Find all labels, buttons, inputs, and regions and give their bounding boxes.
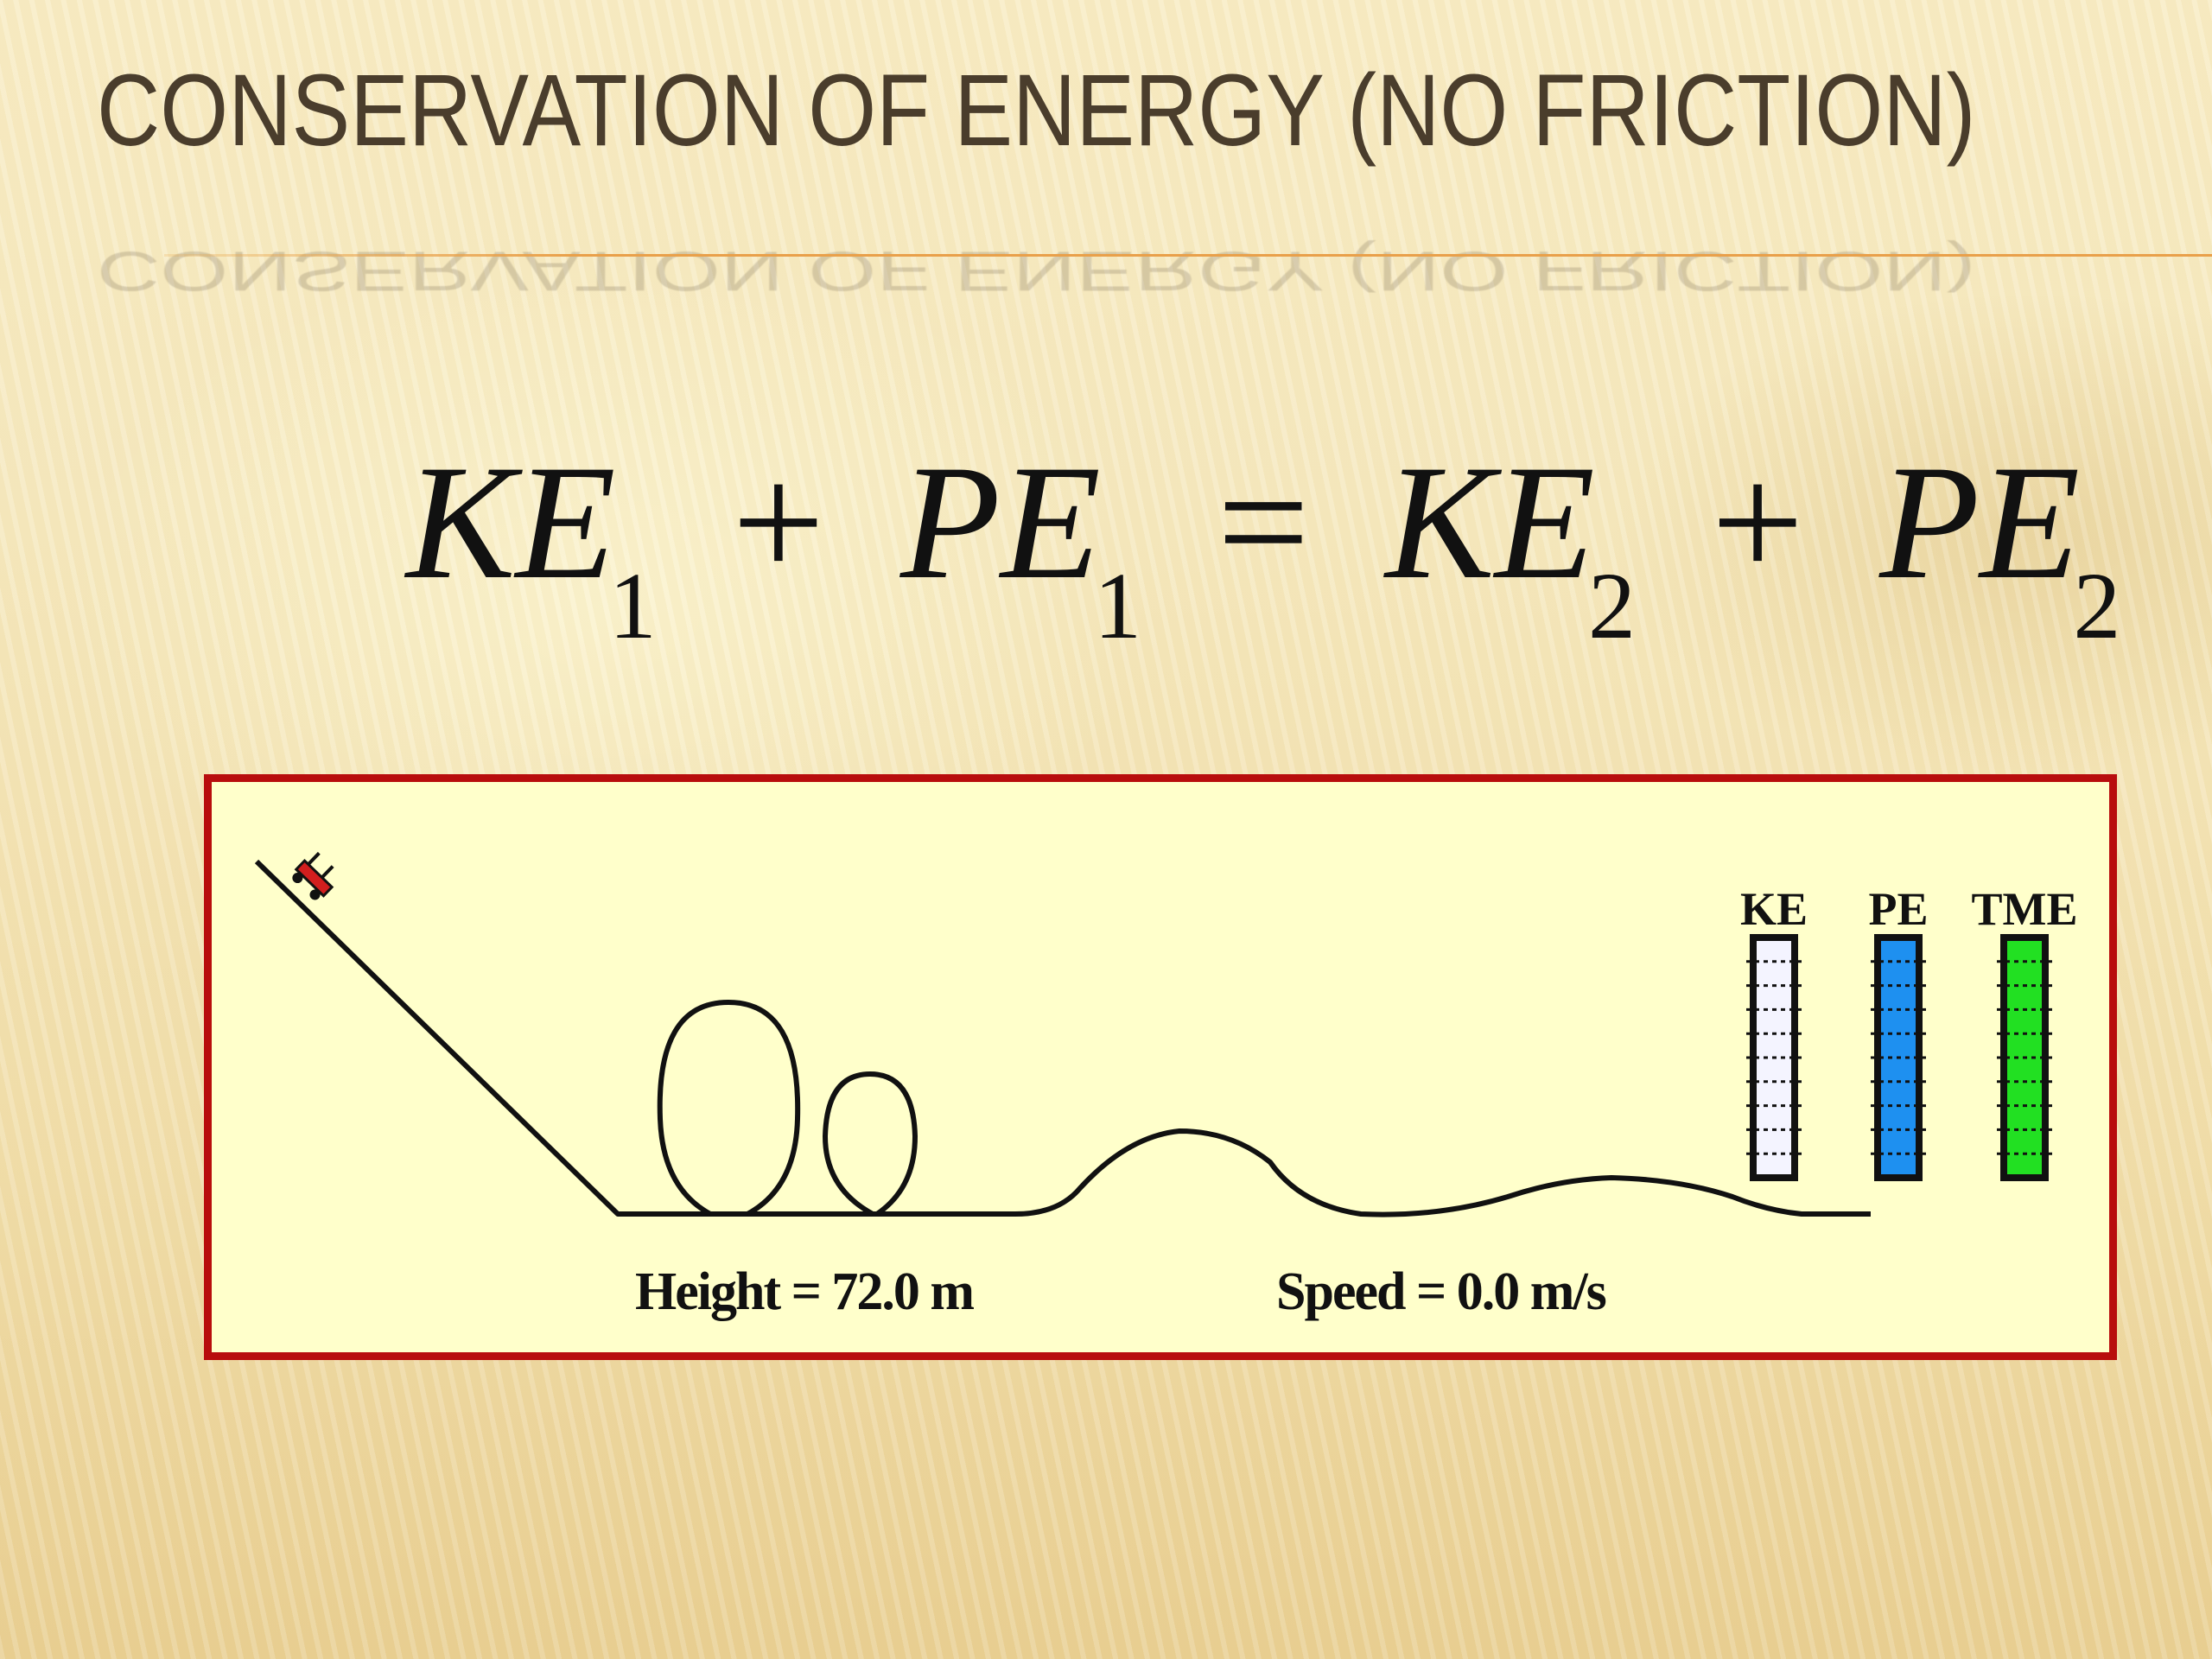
- coaster-car: [292, 851, 334, 900]
- energy-equation: KE1 + PE1 = KE2 + PE2: [406, 441, 2120, 653]
- slide-title: CONSERVATION OF ENERGY (NO FRICTION): [97, 54, 1976, 168]
- eq-term-3: KE: [1385, 432, 1596, 613]
- bar-label-pe: PE: [1868, 883, 1928, 935]
- eq-sub-3: 2: [1588, 553, 1637, 658]
- eq-plus-2: +: [1711, 432, 1804, 613]
- eq-sub-4: 2: [2073, 553, 2121, 658]
- eq-sub-1: 1: [608, 553, 657, 658]
- eq-equals: =: [1217, 432, 1310, 613]
- bar-label-tme: TME: [1971, 883, 2077, 935]
- eq-term-1: KE: [406, 432, 616, 613]
- slide-title-reflection: CONSERVATION OF ENERGY (NO FRICTION): [97, 239, 1976, 302]
- eq-term-4: PE: [1879, 432, 2081, 613]
- coaster-track: [254, 859, 1871, 1217]
- bar-label-ke: KE: [1740, 883, 1808, 935]
- small-loop: [822, 1071, 918, 1217]
- height-readout: Height = 72.0 m: [635, 1262, 975, 1321]
- eq-sub-2: 1: [1094, 553, 1142, 658]
- coaster-track-diagram: KE PE TME: [254, 851, 2078, 1217]
- eq-term-2: PE: [899, 432, 1102, 613]
- large-loop: [657, 999, 801, 1217]
- energy-bars: KE PE TME: [1740, 883, 2078, 1181]
- roller-coaster-simulation: KE PE TME Height = 72.0 m Speed = 0.0 m/s: [204, 774, 2117, 1360]
- eq-plus-1: +: [732, 432, 825, 613]
- speed-readout: Speed = 0.0 m/s: [1276, 1262, 1607, 1321]
- title-underline: [164, 254, 2212, 257]
